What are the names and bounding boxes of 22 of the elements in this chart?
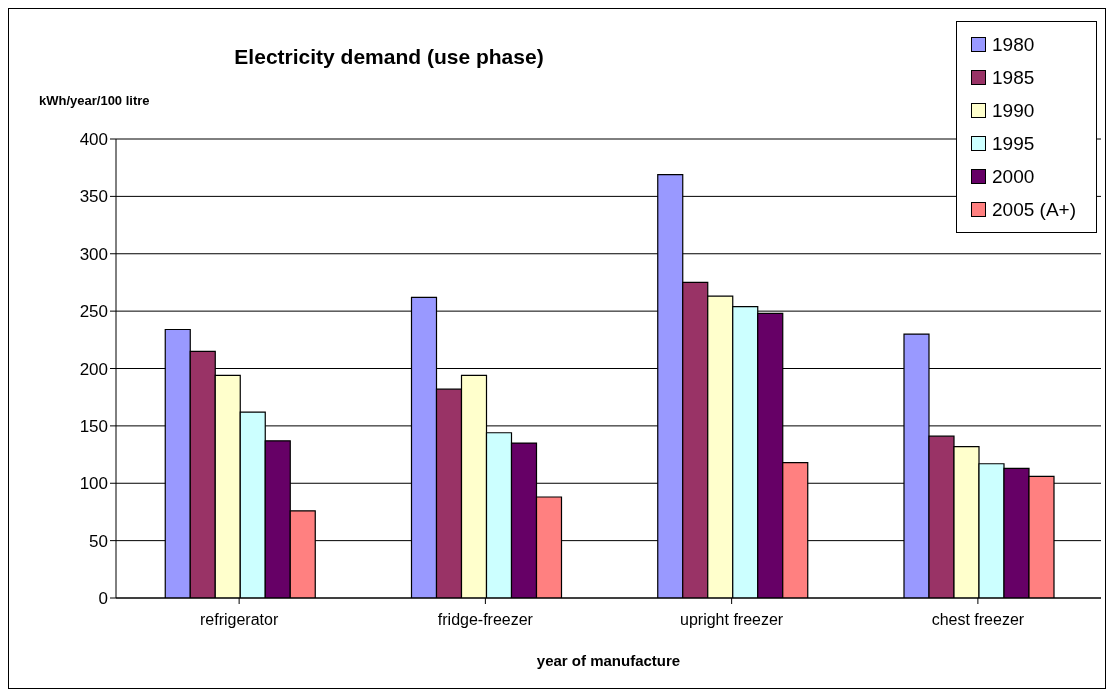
x-tick-label: fridge-freezer — [437, 611, 534, 629]
y-tick-label: 150 — [79, 416, 108, 436]
x-tick-label: refrigerator — [200, 611, 279, 629]
y-tick-label: 350 — [79, 187, 108, 207]
y-tick-label: 50 — [89, 531, 108, 551]
legend-label: 2000 — [992, 165, 1035, 188]
y-tick-label: 200 — [79, 359, 108, 379]
legend-label: 1985 — [992, 66, 1035, 89]
y-tick-label: 100 — [79, 474, 108, 494]
x-tick-label: chest freezer — [931, 611, 1025, 629]
legend-label: 2005 (A+) — [992, 198, 1076, 221]
legend-label: 1995 — [992, 132, 1035, 155]
y-tick-label: 300 — [79, 244, 108, 264]
x-axis-title: year of manufacture — [536, 652, 681, 669]
legend-label: 1980 — [992, 33, 1035, 56]
y-tick-label: 0 — [98, 589, 108, 609]
x-tick-label: upright freezer — [680, 611, 784, 629]
y-tick-label: 400 — [79, 130, 108, 150]
y-tick-label: 250 — [79, 302, 108, 322]
legend-label: 1990 — [992, 99, 1035, 122]
y-axis-title: kWh/year/100 litre — [39, 93, 150, 108]
chart-title: Electricity demand (use phase) — [233, 45, 545, 69]
